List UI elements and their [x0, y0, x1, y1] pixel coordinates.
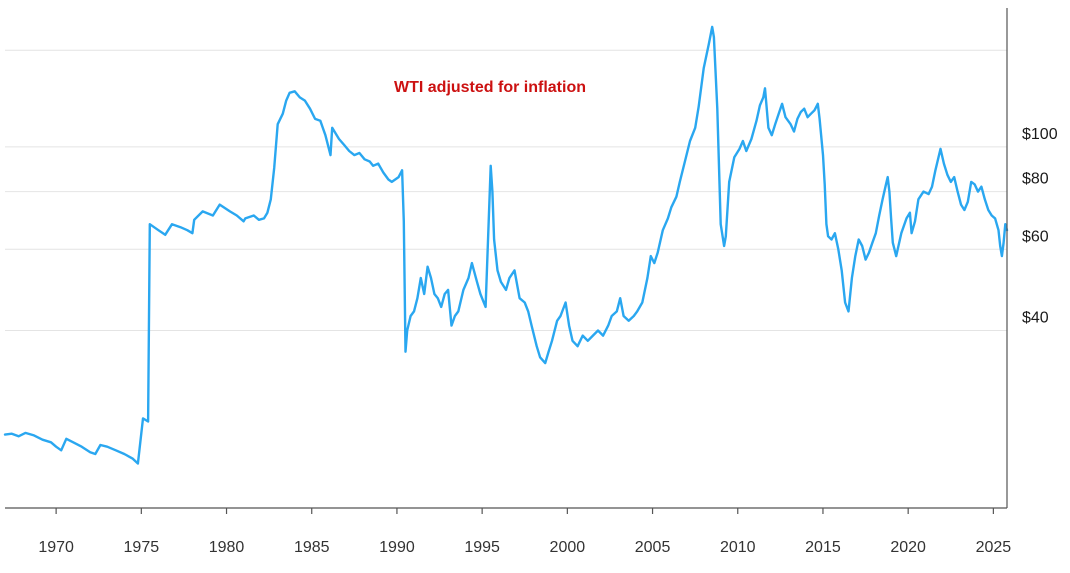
series-line-wti [3, 25, 1009, 465]
x-tick-label: 2005 [635, 539, 671, 556]
x-tick-label: 1990 [379, 539, 415, 556]
x-tick-label: 2010 [720, 539, 756, 556]
x-tick-label: 1970 [38, 539, 74, 556]
y-tick-label: $40 [1022, 310, 1049, 327]
x-tick-label: 2020 [890, 539, 926, 556]
x-tick-label: 1980 [209, 539, 245, 556]
x-tick-label: 2000 [550, 539, 586, 556]
y-tick-label: $80 [1022, 171, 1049, 188]
x-tick-label: 1975 [124, 539, 160, 556]
gridlines [5, 49, 1007, 332]
axes [5, 8, 1008, 514]
y-tick-label: $60 [1022, 228, 1049, 245]
y-tick-label: $100 [1022, 126, 1058, 143]
tick-labels: 1970 1975 1980 1985 1990 1995 2000 2005 2010 2015… [38, 126, 1057, 556]
series-layer [3, 25, 1009, 465]
x-tick-label: 1985 [294, 539, 330, 556]
x-tick-label: 2015 [805, 539, 841, 556]
chart-title: WTI adjusted for inflation [394, 79, 586, 96]
x-tick-label: 1995 [464, 539, 500, 556]
x-tick-label: 2025 [976, 539, 1012, 556]
